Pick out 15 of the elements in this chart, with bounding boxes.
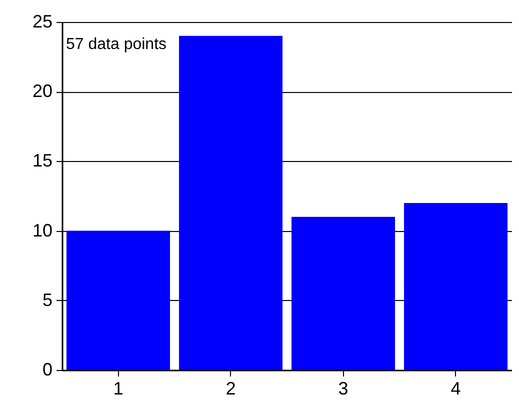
y-tick-label: 10 (32, 220, 52, 240)
y-tick-label: 5 (42, 290, 52, 310)
y-tick-label: 15 (32, 150, 52, 171)
y-tick-label: 0 (42, 360, 52, 380)
x-tick-label: 3 (338, 378, 348, 398)
bar (66, 230, 170, 370)
bar (179, 36, 282, 370)
x-tick-label: 4 (450, 378, 461, 398)
bar (404, 202, 508, 370)
y-tick-label: 20 (32, 81, 52, 102)
x-tick-label: 2 (226, 378, 236, 398)
bar (292, 216, 395, 370)
annotation: 57 data points (66, 36, 167, 53)
x-tick-label: 1 (113, 378, 124, 398)
y-tick-label: 25 (32, 12, 52, 32)
